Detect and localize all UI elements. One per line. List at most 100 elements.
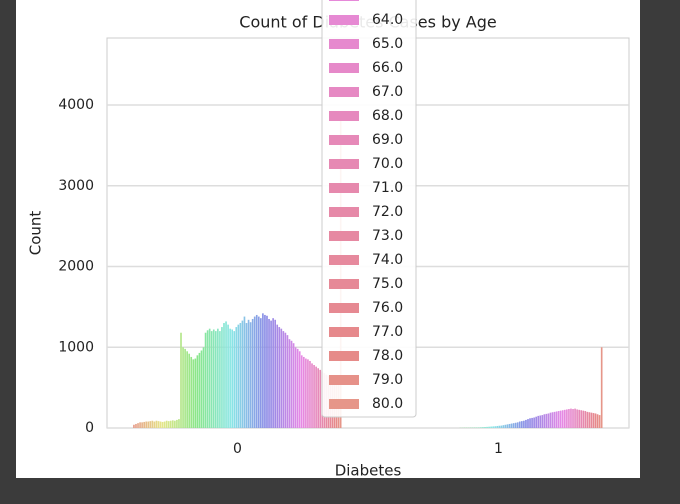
bar bbox=[486, 426, 488, 428]
bar bbox=[167, 421, 170, 428]
bar bbox=[186, 351, 188, 428]
bar bbox=[518, 421, 521, 428]
bar bbox=[223, 323, 225, 428]
bar bbox=[598, 415, 601, 428]
bar bbox=[221, 327, 223, 428]
bar bbox=[555, 411, 558, 428]
bars bbox=[133, 113, 603, 428]
legend-swatch bbox=[329, 327, 359, 337]
legend-label: 68.0 bbox=[372, 108, 403, 124]
legend-label: 69.0 bbox=[372, 132, 403, 148]
legend-swatch bbox=[329, 207, 359, 217]
legend-swatch bbox=[329, 255, 359, 265]
bar bbox=[529, 418, 531, 428]
bar bbox=[200, 350, 203, 428]
bar bbox=[274, 319, 276, 428]
bar bbox=[243, 316, 246, 428]
bar bbox=[153, 421, 156, 428]
bar bbox=[178, 419, 180, 428]
bar bbox=[255, 314, 258, 428]
bar bbox=[496, 425, 499, 428]
bar bbox=[543, 414, 546, 428]
bar bbox=[557, 411, 560, 428]
bar bbox=[217, 328, 219, 428]
bar bbox=[155, 420, 158, 428]
legend-swatch bbox=[329, 159, 359, 169]
bar bbox=[566, 409, 568, 428]
bar bbox=[266, 315, 268, 428]
bar bbox=[182, 347, 184, 428]
bar bbox=[235, 327, 238, 428]
legend-swatch bbox=[329, 399, 359, 409]
legend-label: 77.0 bbox=[372, 324, 403, 340]
legend-label: 66.0 bbox=[372, 60, 403, 76]
bar bbox=[176, 419, 178, 428]
bar bbox=[165, 420, 168, 428]
bar bbox=[137, 423, 139, 428]
bar bbox=[590, 412, 593, 428]
bar bbox=[151, 420, 154, 428]
bar bbox=[284, 332, 287, 428]
bar bbox=[551, 412, 554, 428]
bar bbox=[296, 348, 299, 428]
bar bbox=[214, 331, 217, 428]
bar bbox=[514, 422, 517, 428]
bar bbox=[239, 323, 242, 428]
bar bbox=[292, 343, 295, 428]
legend-swatch bbox=[329, 39, 359, 49]
legend-label: 78.0 bbox=[372, 348, 403, 364]
legend-swatch bbox=[329, 87, 359, 97]
bar bbox=[208, 328, 211, 428]
bar bbox=[584, 411, 587, 428]
bar bbox=[161, 421, 164, 428]
bar bbox=[147, 421, 150, 428]
bar bbox=[196, 355, 199, 428]
legend-swatch bbox=[329, 231, 359, 241]
bar bbox=[280, 328, 283, 428]
bar bbox=[578, 409, 580, 428]
legend-label: 75.0 bbox=[372, 276, 403, 292]
bar bbox=[492, 426, 495, 428]
legend-swatch bbox=[329, 111, 359, 121]
bar bbox=[286, 335, 289, 428]
legend-swatch bbox=[329, 351, 359, 361]
bar bbox=[574, 408, 576, 428]
legend-swatch bbox=[329, 183, 359, 193]
bar bbox=[531, 417, 533, 428]
bar bbox=[253, 316, 256, 428]
bar bbox=[576, 409, 578, 428]
bar bbox=[504, 424, 507, 428]
legend-swatch bbox=[329, 63, 359, 73]
bar bbox=[537, 415, 540, 428]
bar bbox=[257, 316, 260, 428]
legend-swatch bbox=[329, 375, 359, 385]
y-tick-label: 4000 bbox=[58, 97, 94, 113]
bar bbox=[219, 331, 221, 428]
bar bbox=[264, 314, 266, 428]
bar bbox=[319, 369, 322, 428]
legend-label: 65.0 bbox=[372, 36, 403, 52]
legend: 62.063.064.065.066.067.068.069.070.071.0… bbox=[321, 0, 417, 418]
bar bbox=[527, 419, 529, 428]
bar bbox=[564, 409, 566, 428]
bar bbox=[210, 331, 213, 428]
bar bbox=[174, 420, 176, 428]
bar bbox=[241, 320, 244, 428]
bar bbox=[500, 425, 503, 428]
bar bbox=[539, 415, 542, 428]
bar bbox=[572, 409, 574, 428]
bar bbox=[251, 318, 254, 428]
bar bbox=[282, 331, 285, 428]
bar bbox=[533, 417, 535, 428]
legend-swatch bbox=[329, 15, 359, 25]
bar bbox=[525, 419, 527, 428]
bar bbox=[582, 410, 585, 428]
bar bbox=[188, 353, 191, 428]
y-tick-label: 2000 bbox=[58, 259, 94, 275]
bar bbox=[278, 327, 281, 428]
bar bbox=[192, 359, 195, 428]
bar bbox=[212, 329, 215, 428]
y-tick-label: 3000 bbox=[58, 178, 94, 194]
